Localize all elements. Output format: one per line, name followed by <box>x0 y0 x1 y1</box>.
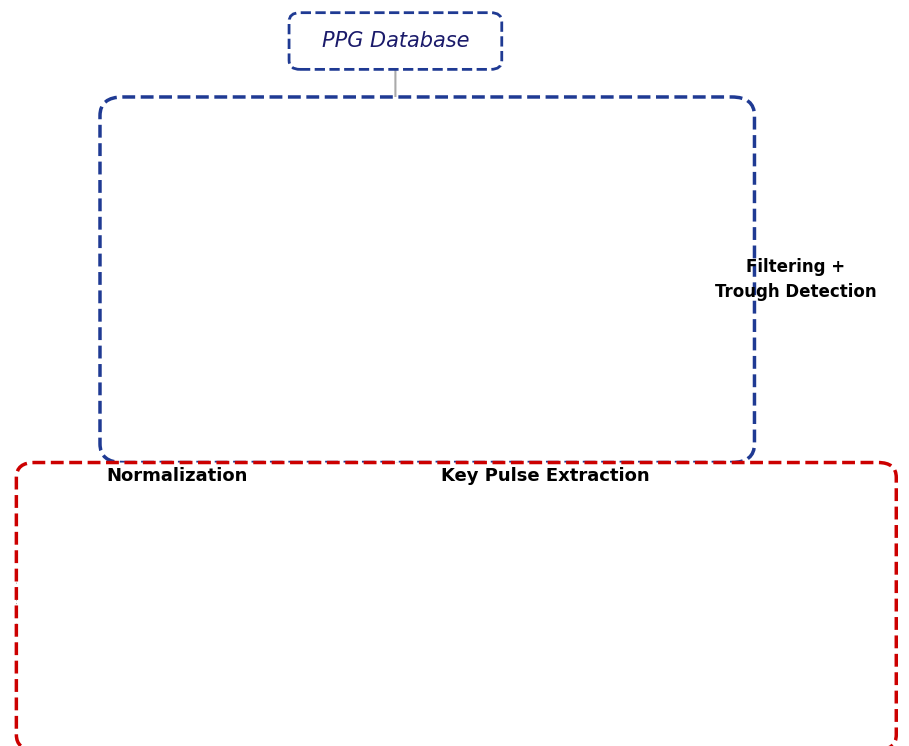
X-axis label: Time/s: Time/s <box>467 726 501 736</box>
FancyBboxPatch shape <box>16 463 896 746</box>
Title: All Single Pulses: All Single Pulses <box>146 486 236 495</box>
X-axis label: Time/s: Time/s <box>397 442 435 453</box>
Title: Key Pulse: Key Pulse <box>712 486 765 495</box>
Title: Min-Max Normalized Pulses: Min-Max Normalized Pulses <box>408 486 560 495</box>
Y-axis label: Amplitude: Amplitude <box>135 327 145 385</box>
X-axis label: Time/s: Time/s <box>722 726 755 736</box>
X-axis label: Time/s: Time/s <box>175 726 208 736</box>
Y-axis label: Amplitude: Amplitude <box>600 574 610 627</box>
Y-axis label: Amplitude: Amplitude <box>17 574 27 627</box>
Text: Normalization: Normalization <box>106 467 248 485</box>
Title: Filtered PPG: Filtered PPG <box>378 278 454 291</box>
FancyBboxPatch shape <box>289 13 502 69</box>
Text: Key Pulse Extraction: Key Pulse Extraction <box>441 467 650 485</box>
Y-axis label: Amplitude: Amplitude <box>144 175 154 232</box>
X-axis label: Time/s: Time/s <box>397 293 435 304</box>
Title: Raw PPG: Raw PPG <box>388 122 444 134</box>
Y-axis label: Amplitude: Amplitude <box>345 574 355 627</box>
Text: PPG Database: PPG Database <box>322 31 469 51</box>
FancyBboxPatch shape <box>100 97 754 463</box>
Text: Filtering +
Trough Detection: Filtering + Trough Detection <box>714 258 876 301</box>
